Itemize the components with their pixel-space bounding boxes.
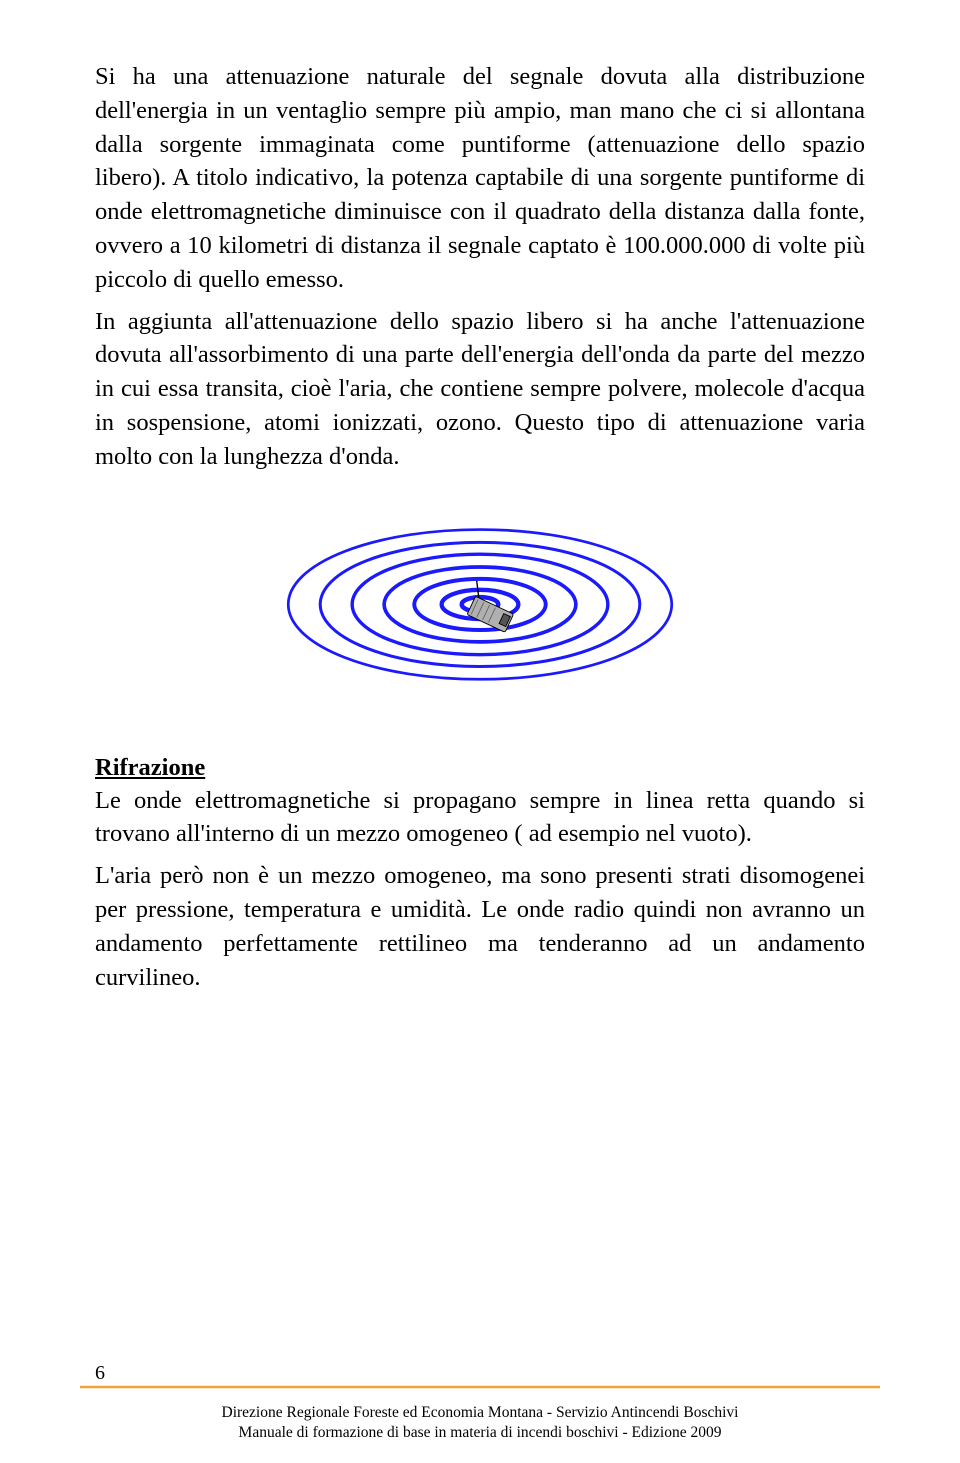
wave-figure <box>95 504 865 714</box>
footer-line-1: Direzione Regionale Foreste ed Economia … <box>0 1403 960 1423</box>
paragraph-4: L'aria però non è un mezzo omogeneo, ma … <box>95 859 865 994</box>
paragraph-2: In aggiunta all'attenuazione dello spazi… <box>95 305 865 474</box>
paragraph-3: Le onde elettromagnetiche si propagano s… <box>95 784 865 852</box>
section-heading-rifrazione: Rifrazione <box>95 754 865 782</box>
footer-line-2: Manuale di formazione di base in materia… <box>0 1423 960 1443</box>
footer-divider <box>80 1382 880 1392</box>
wave-diagram-svg <box>250 504 710 714</box>
page-footer: Direzione Regionale Foreste ed Economia … <box>0 1382 960 1443</box>
paragraph-1: Si ha una attenuazione naturale del segn… <box>95 60 865 297</box>
